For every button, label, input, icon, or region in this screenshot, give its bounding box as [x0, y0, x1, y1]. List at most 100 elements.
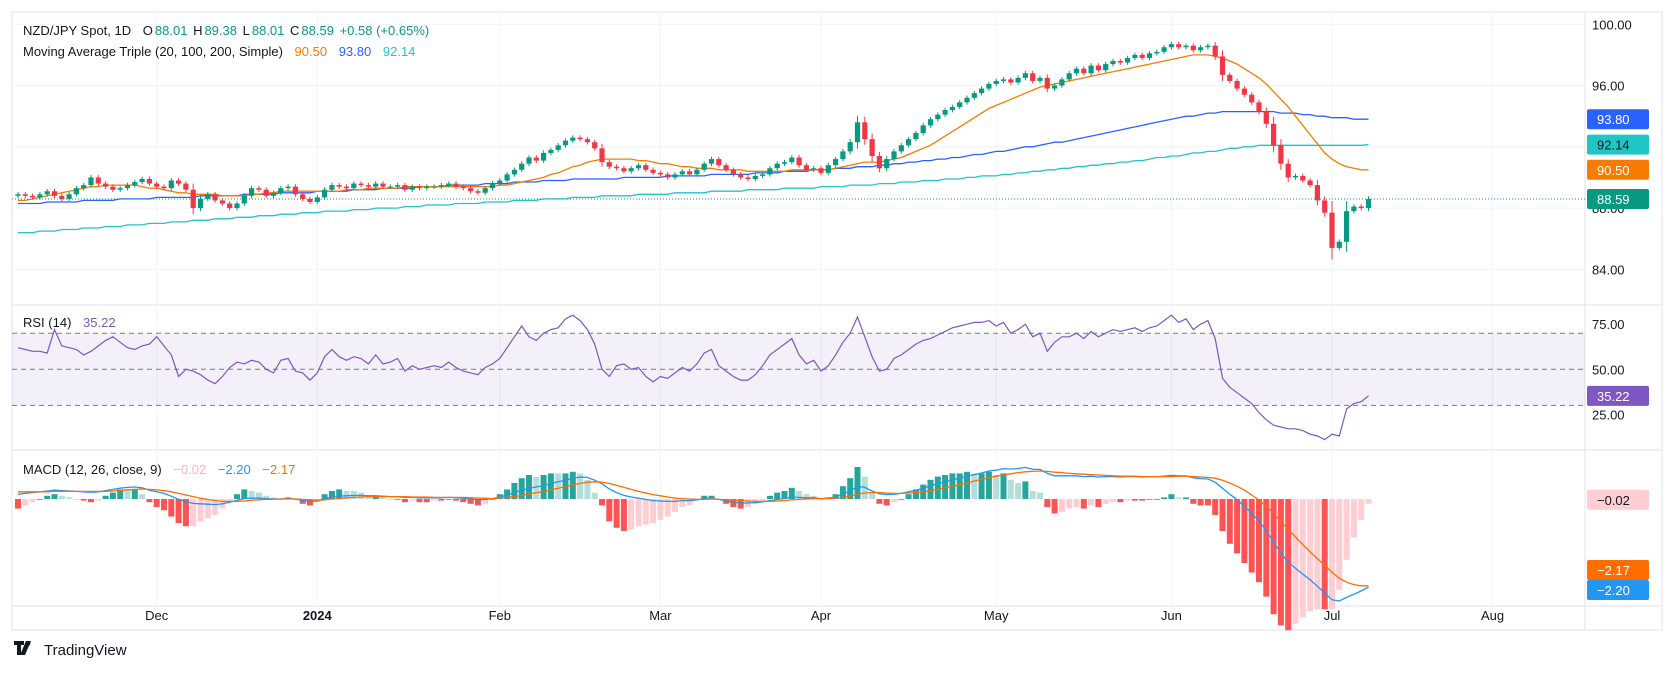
- macd-histogram-bar: [146, 499, 153, 503]
- candle-body: [1066, 73, 1072, 80]
- macd-histogram-bar: [628, 499, 635, 530]
- candle-body: [1198, 47, 1204, 51]
- time-tick-label: 2024: [303, 608, 333, 623]
- candle-body: [1095, 65, 1101, 71]
- macd-histogram-bar: [788, 487, 795, 499]
- candle-body: [1022, 73, 1028, 78]
- macd-hist-value: −0.02: [173, 462, 207, 477]
- macd-histogram-bar: [343, 491, 350, 499]
- candle-body: [796, 157, 802, 166]
- candle-body: [292, 186, 298, 195]
- candle-body: [241, 195, 247, 204]
- candle-body: [986, 84, 992, 89]
- candle-body: [103, 183, 109, 187]
- candle-body: [635, 165, 642, 169]
- macd-histogram-bar: [642, 499, 649, 525]
- macd-histogram-bar: [847, 478, 854, 499]
- macd-histogram-bar: [394, 499, 401, 500]
- candle-body: [1154, 51, 1160, 54]
- macd-histogram-bar: [533, 476, 540, 499]
- candle-body: [825, 165, 831, 173]
- macd-value-tag-label: −2.20: [1597, 583, 1630, 598]
- macd-histogram-bar: [190, 499, 197, 527]
- macd-histogram-bar: [1183, 497, 1189, 499]
- macd-histogram-bar: [453, 499, 459, 501]
- macd-histogram-bar: [1307, 499, 1314, 611]
- macd-histogram-bar: [372, 495, 379, 499]
- candle-body: [300, 194, 306, 199]
- candle-body: [935, 114, 941, 120]
- macd-histogram-bar: [438, 499, 445, 501]
- candle-body: [555, 145, 561, 150]
- candle-body: [66, 194, 72, 199]
- candle-body: [409, 186, 415, 190]
- macd-histogram-bar: [1190, 499, 1197, 504]
- macd-histogram-bar: [102, 495, 109, 499]
- macd-histogram-bar: [109, 492, 116, 499]
- macd-histogram-bar: [22, 499, 29, 506]
- candle-body: [1256, 102, 1262, 112]
- macd-histogram-bar: [518, 478, 525, 499]
- macd-histogram-bar: [854, 467, 861, 499]
- candle-body: [767, 168, 773, 175]
- macd-value-tag: [1587, 580, 1649, 600]
- candle-body: [234, 203, 240, 209]
- macd-histogram-bar: [1336, 499, 1343, 591]
- macd-histogram-bar: [1234, 499, 1241, 554]
- candle-body: [197, 198, 204, 209]
- macd-histogram-bar: [620, 499, 627, 531]
- macd-histogram-bar: [759, 499, 766, 501]
- macd-histogram-bar: [88, 499, 94, 503]
- macd-histogram-bar: [737, 499, 744, 509]
- macd-histogram-bar: [985, 471, 992, 499]
- candle-body: [88, 177, 94, 186]
- macd-histogram-bar: [606, 499, 613, 522]
- candle-body: [358, 183, 364, 186]
- macd-histogram-bar: [1204, 499, 1211, 506]
- macd-signal-value: −2.17: [262, 462, 296, 477]
- time-tick-label: Mar: [649, 608, 672, 623]
- last-price-tag: [1587, 189, 1649, 210]
- rsi-value-tag: [1587, 385, 1649, 406]
- candle-body: [723, 165, 729, 170]
- macd-histogram-bar: [1263, 499, 1270, 597]
- candle-body: [270, 192, 277, 196]
- candle-body: [278, 188, 284, 193]
- candle-body: [351, 183, 357, 189]
- macd-histogram-bar: [1117, 499, 1124, 503]
- candle-body: [132, 182, 138, 186]
- macd-histogram-bar: [883, 499, 890, 506]
- macd-histogram-bar: [1066, 499, 1073, 509]
- macd-histogram-bar: [416, 499, 423, 503]
- candle-body: [285, 186, 291, 189]
- candle-body: [1146, 53, 1153, 58]
- macd-histogram-bar: [431, 499, 438, 501]
- rsi-value: 35.22: [83, 315, 116, 330]
- macd-histogram-bar: [796, 491, 803, 499]
- macd-histogram-bar: [526, 475, 532, 499]
- macd-histogram-bar: [182, 499, 189, 527]
- candle-body: [431, 186, 437, 188]
- macd-histogram-bar: [131, 489, 138, 499]
- candle-body: [599, 148, 605, 163]
- macd-hist-tag: [1587, 489, 1649, 510]
- macd-histogram-bar: [1037, 492, 1043, 499]
- macd-histogram-bar: [1110, 499, 1116, 503]
- candle-body: [781, 162, 788, 164]
- candle-body: [1285, 163, 1291, 178]
- macd-histogram-bar: [1139, 499, 1146, 501]
- candle-body: [701, 163, 707, 170]
- candle-body: [526, 157, 532, 164]
- macd-histogram-bar: [1270, 499, 1277, 615]
- rsi-tick-label: 25.00: [1592, 407, 1625, 422]
- macd-histogram-bar: [1285, 499, 1292, 631]
- candle-body: [1219, 56, 1226, 75]
- macd-histogram-bar: [599, 499, 605, 506]
- ma100-value: 93.80: [338, 44, 372, 59]
- macd-histogram-bar: [1022, 481, 1029, 499]
- macd-histogram-bar: [905, 494, 912, 499]
- macd-histogram-bar: [708, 495, 715, 499]
